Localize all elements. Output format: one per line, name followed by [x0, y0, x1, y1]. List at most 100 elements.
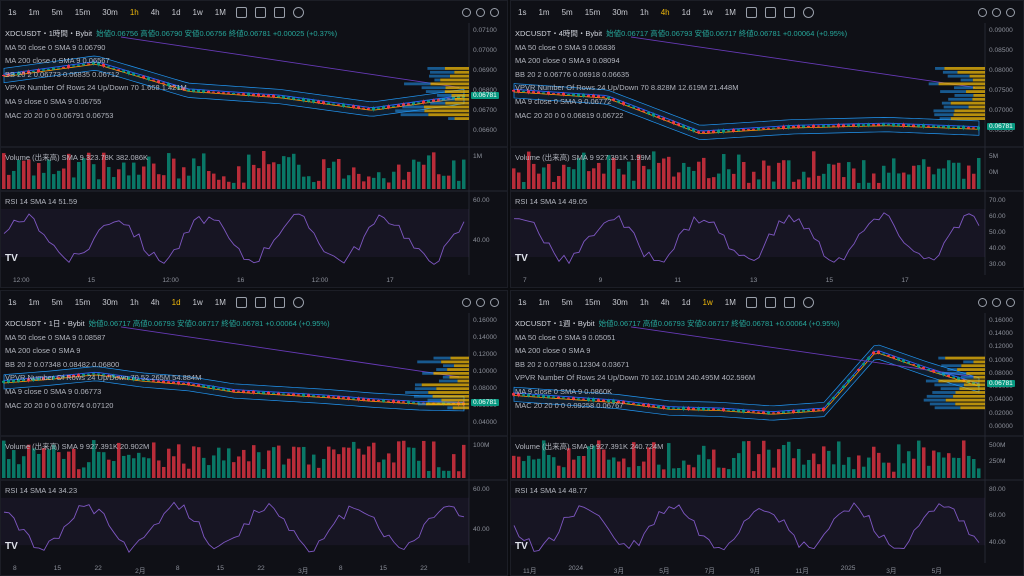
candle-body [972, 382, 975, 385]
volume-bar [427, 155, 431, 189]
timeframe-1d[interactable]: 1d [171, 7, 181, 17]
timeframe-1w[interactable]: 1w [702, 7, 713, 17]
indicator-legend-row: MAC 20 20 0 0 0.06791 0.06753 [5, 109, 337, 123]
timeframe-1m[interactable]: 1m [28, 7, 40, 17]
ma50-line [513, 88, 980, 132]
camera-icon[interactable] [462, 7, 471, 17]
timeframe-1d[interactable]: 1d [681, 7, 691, 17]
timeframe-4h[interactable]: 4h [660, 297, 670, 307]
time-tick-label: 12:00 [311, 277, 329, 284]
timeframe-4h[interactable]: 4h [150, 7, 160, 17]
fullscreen-icon[interactable] [490, 297, 499, 307]
timeframe-15m[interactable]: 15m [584, 297, 601, 307]
timeframe-1h[interactable]: 1h [639, 297, 649, 307]
fullscreen-icon[interactable] [1006, 297, 1015, 307]
timeframe-15m[interactable]: 15m [74, 7, 91, 17]
settings-icon[interactable] [476, 7, 485, 17]
vpvr-up-bar [400, 113, 429, 117]
add-icon[interactable] [292, 6, 304, 18]
volume-bar [292, 153, 296, 189]
timeframe-30m[interactable]: 30m [612, 297, 628, 307]
timeframe-1w[interactable]: 1w [192, 7, 203, 17]
fullscreen-icon[interactable] [1006, 7, 1015, 17]
indicators-icon[interactable] [764, 6, 776, 18]
timeframe-1h[interactable]: 1h [129, 297, 139, 307]
timeframe-1s[interactable]: 1s [8, 7, 17, 17]
chart-canvas [511, 23, 1023, 275]
fullscreen-icon[interactable] [490, 7, 499, 17]
timeframe-1w[interactable]: 1w [702, 297, 713, 307]
timeframe-1M[interactable]: 1M [724, 297, 736, 307]
price-tick-label: 0.07000 [473, 47, 497, 54]
chart-type-icon[interactable] [745, 6, 757, 18]
volume-bar [962, 440, 966, 478]
timeframe-1h[interactable]: 1h [639, 7, 649, 17]
layout-icon[interactable] [273, 296, 285, 308]
timeframe-1M[interactable]: 1M [214, 7, 226, 17]
timeframe-15m[interactable]: 15m [584, 7, 601, 17]
settings-icon[interactable] [992, 7, 1001, 17]
candle-body [917, 364, 920, 368]
timeframe-5m[interactable]: 5m [51, 7, 63, 17]
timeframe-1s[interactable]: 1s [518, 7, 527, 17]
volume-bar [587, 446, 591, 478]
chart-type-icon[interactable] [745, 296, 757, 308]
candle-body [692, 129, 695, 132]
candle-body [2, 380, 5, 383]
volume-bar [442, 175, 446, 189]
indicators-icon[interactable] [764, 296, 776, 308]
tradingview-logo: TV [515, 253, 528, 264]
timeframe-5m[interactable]: 5m [561, 7, 573, 17]
layout-icon[interactable] [783, 6, 795, 18]
timeframe-1s[interactable]: 1s [8, 297, 17, 307]
settings-icon[interactable] [476, 297, 485, 307]
timeframe-1M[interactable]: 1M [214, 297, 226, 307]
timeframe-1d[interactable]: 1d [171, 297, 181, 307]
timeframe-5m[interactable]: 5m [561, 297, 573, 307]
add-icon[interactable] [802, 6, 814, 18]
timeframe-4h[interactable]: 4h [660, 7, 670, 17]
layout-icon[interactable] [783, 296, 795, 308]
candle-body [37, 69, 40, 72]
volume-bar [292, 446, 296, 478]
add-icon[interactable] [802, 296, 814, 308]
camera-icon[interactable] [978, 297, 987, 307]
indicators-icon[interactable] [254, 296, 266, 308]
volume-bar [187, 468, 191, 478]
camera-icon[interactable] [978, 7, 987, 17]
candle-body [222, 388, 225, 391]
volume-bar [857, 182, 861, 189]
chart-type-icon[interactable] [235, 6, 247, 18]
indicators-icon[interactable] [254, 6, 266, 18]
vpvr-up-bar [939, 371, 967, 375]
candle-body [907, 361, 910, 364]
volume-bar [892, 158, 896, 189]
timeframe-1m[interactable]: 1m [28, 297, 40, 307]
timeframe-15m[interactable]: 15m [74, 297, 91, 307]
candle-body [867, 357, 870, 360]
vpvr-up-bar [413, 394, 433, 398]
camera-icon[interactable] [462, 297, 471, 307]
timeframe-1d[interactable]: 1d [681, 297, 691, 307]
timeframe-1m[interactable]: 1m [538, 297, 550, 307]
candle-body [327, 102, 330, 105]
timeframe-30m[interactable]: 30m [102, 7, 118, 17]
timeframe-5m[interactable]: 5m [51, 297, 63, 307]
vpvr-down-bar [955, 402, 985, 406]
timeframe-4h[interactable]: 4h [150, 297, 160, 307]
layout-icon[interactable] [273, 6, 285, 18]
settings-icon[interactable] [992, 297, 1001, 307]
candle-body [87, 63, 90, 65]
chart-type-icon[interactable] [235, 296, 247, 308]
timeframe-1m[interactable]: 1m [538, 7, 550, 17]
timeframe-30m[interactable]: 30m [612, 7, 628, 17]
timeframe-1M[interactable]: 1M [724, 7, 736, 17]
toolbar: 1s 1m 5m 15m 30m 1h 4h 1d 1w 1M [511, 1, 1023, 23]
candle-body [97, 62, 100, 66]
timeframe-1h[interactable]: 1h [129, 7, 139, 17]
timeframe-1s[interactable]: 1s [518, 297, 527, 307]
timeframe-30m[interactable]: 30m [102, 297, 118, 307]
add-icon[interactable] [292, 296, 304, 308]
timeframe-1w[interactable]: 1w [192, 297, 203, 307]
candle-body [307, 394, 310, 397]
